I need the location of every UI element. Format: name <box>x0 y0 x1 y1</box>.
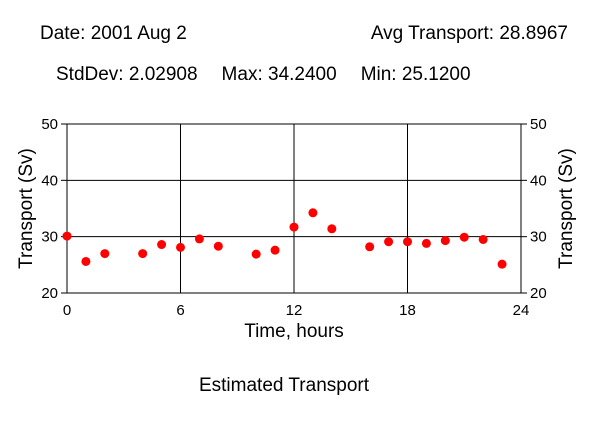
data-point <box>62 231 72 241</box>
data-point <box>308 208 318 218</box>
stats-row: StdDev: 2.02908 Max: 34.2400 Min: 25.1200 <box>56 64 471 86</box>
data-point <box>289 222 299 232</box>
data-point <box>157 240 167 250</box>
max-label: Max: 34.2400 <box>221 64 337 85</box>
chart-grid <box>67 124 521 293</box>
data-point <box>440 236 450 246</box>
data-point <box>421 238 431 248</box>
min-label: Min: 25.1200 <box>360 64 471 85</box>
data-point <box>327 224 337 234</box>
x-tick-label: 0 <box>63 302 71 319</box>
data-point <box>497 259 507 269</box>
y-tick-label-right: 30 <box>530 229 547 246</box>
chart-caption: Estimated Transport <box>198 375 370 396</box>
y-tick-label-left: 30 <box>41 229 58 246</box>
date-label: Date: 2001 Aug 2 <box>40 23 187 44</box>
data-point <box>384 237 394 247</box>
stddev-label: StdDev: 2.02908 <box>56 64 198 85</box>
data-point <box>176 242 185 252</box>
data-point <box>194 234 204 244</box>
avg-transport-label: Avg Transport: 28.8967 <box>370 23 568 44</box>
data-point <box>81 256 91 266</box>
x-tick-label: 6 <box>176 302 184 319</box>
y-tick-label-right: 50 <box>530 116 547 133</box>
y-tick-label-left: 40 <box>41 172 58 189</box>
y-tick-label-right: 40 <box>530 172 547 189</box>
y-axis-title-left: Transport (Sv) <box>16 148 37 269</box>
data-point <box>403 237 412 247</box>
data-point <box>138 249 148 259</box>
data-point <box>100 249 110 259</box>
y-tick-label-right: 20 <box>530 285 547 302</box>
data-point <box>459 232 469 242</box>
y-axis-title-right: Transport (Sv) <box>556 148 577 269</box>
data-point <box>270 245 280 255</box>
data-points <box>62 208 507 269</box>
data-point <box>478 234 488 244</box>
y-tick-label-left: 50 <box>41 116 58 133</box>
data-point <box>213 241 223 251</box>
data-point <box>365 242 375 252</box>
y-tick-label-left: 20 <box>41 285 58 302</box>
x-tick-label: 18 <box>399 302 416 319</box>
x-tick-label: 12 <box>286 302 303 319</box>
x-tick-label: 24 <box>513 302 530 319</box>
data-point <box>251 249 261 259</box>
x-axis-title: Time, hours <box>244 321 344 342</box>
